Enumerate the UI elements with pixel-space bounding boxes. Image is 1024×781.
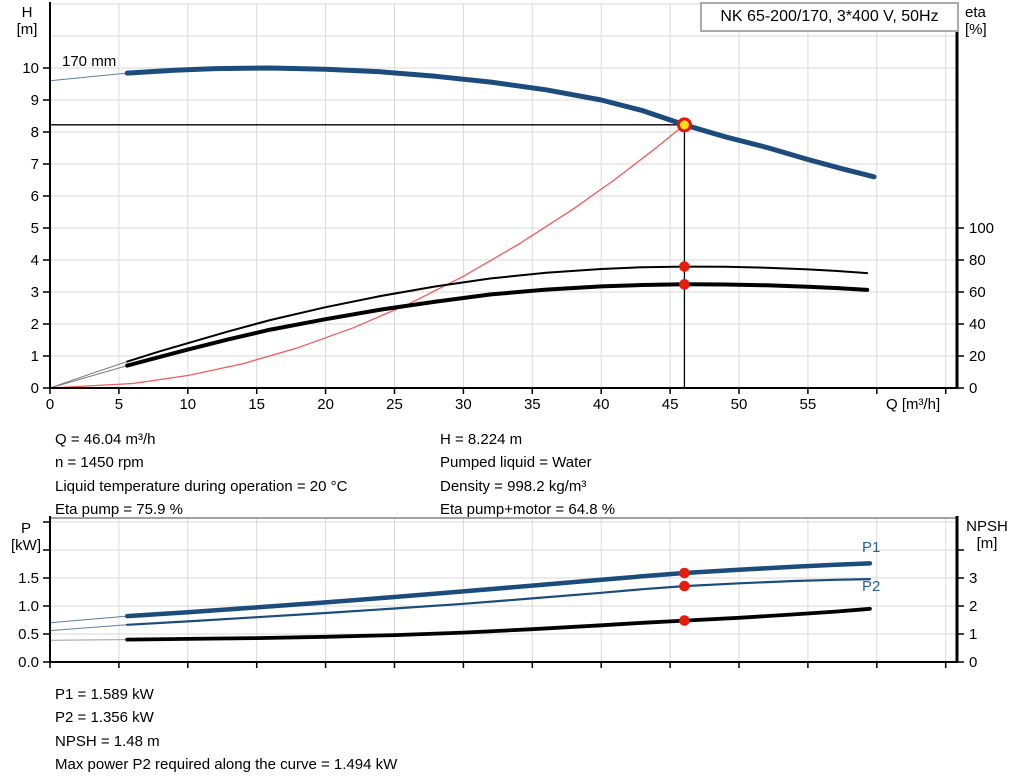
svg-text:0.5: 0.5: [18, 626, 39, 643]
h-axis-symbol: H: [21, 4, 33, 21]
svg-text:1.0: 1.0: [18, 598, 39, 615]
liquid-temperature-value: Liquid temperature during operation = 20…: [55, 477, 348, 495]
svg-text:15: 15: [248, 396, 265, 413]
svg-text:2: 2: [31, 316, 39, 333]
duty-results-left: Q = 46.04 m³/h n = 1450 rpm Liquid tempe…: [55, 428, 347, 522]
svg-text:50: 50: [731, 396, 748, 413]
eta-pump-value: Eta pump = 75.9 %: [55, 501, 183, 519]
svg-text:10: 10: [179, 396, 196, 413]
svg-text:5: 5: [31, 220, 39, 237]
eta-axis-label: eta [%]: [965, 4, 1017, 38]
npsh-axis-symbol: NPSH: [966, 518, 1008, 535]
svg-text:35: 35: [524, 396, 541, 413]
svg-text:7: 7: [31, 156, 39, 173]
svg-text:4: 4: [31, 252, 39, 269]
head-value: H = 8.224 m: [440, 431, 523, 448]
impeller-diameter-annotation: 170 mm: [62, 53, 117, 70]
p1-curve-label: P1: [862, 539, 881, 556]
max-p2-value: Max power P2 required along the curve = …: [55, 756, 398, 774]
p-axis-label: P [kW]: [4, 520, 48, 554]
svg-text:1: 1: [969, 626, 977, 643]
svg-text:100: 100: [969, 220, 994, 237]
svg-text:8: 8: [31, 124, 39, 141]
svg-text:30: 30: [455, 396, 472, 413]
svg-text:60: 60: [969, 284, 986, 301]
power-npsh-chart: 0.0 0.5 1.0 1.5 0 1 2 3: [18, 516, 977, 671]
svg-text:0: 0: [31, 380, 39, 397]
npsh-axis-label: NPSH [m]: [958, 518, 1016, 552]
svg-text:20: 20: [969, 348, 986, 365]
svg-text:55: 55: [800, 396, 817, 413]
h-axis-unit: [m]: [16, 21, 38, 38]
svg-text:45: 45: [662, 396, 679, 413]
h-axis-label: H [m]: [6, 4, 48, 38]
density-value: Density = 998.2 kg/m³: [440, 477, 587, 495]
p-axis-symbol: P: [20, 520, 31, 537]
svg-text:2: 2: [969, 598, 977, 615]
duty-results-right: H = 8.224 m Pumped liquid = Water Densit…: [440, 428, 615, 522]
svg-text:1: 1: [31, 348, 39, 365]
speed-value: n = 1450 rpm: [55, 454, 144, 472]
p-axis-unit: [kW]: [11, 537, 41, 554]
svg-text:3: 3: [969, 570, 977, 587]
svg-text:6: 6: [31, 188, 39, 205]
svg-text:40: 40: [593, 396, 610, 413]
svg-text:20: 20: [317, 396, 334, 413]
hq-eta-chart: 0 5 10 15 20 25 30 35 40 45 50 55012345678910020406…: [22, 2, 994, 413]
flow-value: Q = 46.04 m³/h: [55, 431, 156, 448]
svg-text:80: 80: [969, 252, 986, 269]
eta-pump-motor-value: Eta pump+motor = 64.8 %: [440, 501, 616, 519]
svg-text:0: 0: [969, 654, 977, 671]
pump-designation-box: NK 65-200/170, 3*400 V, 50Hz: [700, 2, 959, 32]
svg-text:9: 9: [31, 92, 39, 109]
svg-text:0.0: 0.0: [18, 654, 39, 671]
p2-value: P2 = 1.356 kW: [55, 709, 154, 727]
svg-text:10: 10: [22, 60, 39, 77]
svg-text:40: 40: [969, 316, 986, 333]
svg-text:0: 0: [46, 396, 54, 413]
npsh-axis-unit: [m]: [976, 535, 998, 552]
eta-axis-unit: [%]: [965, 21, 987, 38]
svg-text:1.5: 1.5: [18, 570, 39, 587]
p2-curve-label: P2: [862, 578, 881, 595]
pumped-liquid-value: Pumped liquid = Water: [440, 454, 592, 472]
svg-text:25: 25: [386, 396, 403, 413]
q-axis-label: Q [m³/h]: [886, 396, 941, 413]
svg-text:0: 0: [969, 380, 977, 397]
svg-text:5: 5: [115, 396, 123, 413]
power-results: P1 = 1.589 kW P2 = 1.356 kW NPSH = 1.48 …: [55, 683, 397, 777]
npsh-value: NPSH = 1.48 m: [55, 732, 160, 750]
svg-text:3: 3: [31, 284, 39, 301]
eta-axis-symbol: eta: [965, 4, 986, 21]
p1-value: P1 = 1.589 kW: [55, 686, 154, 703]
